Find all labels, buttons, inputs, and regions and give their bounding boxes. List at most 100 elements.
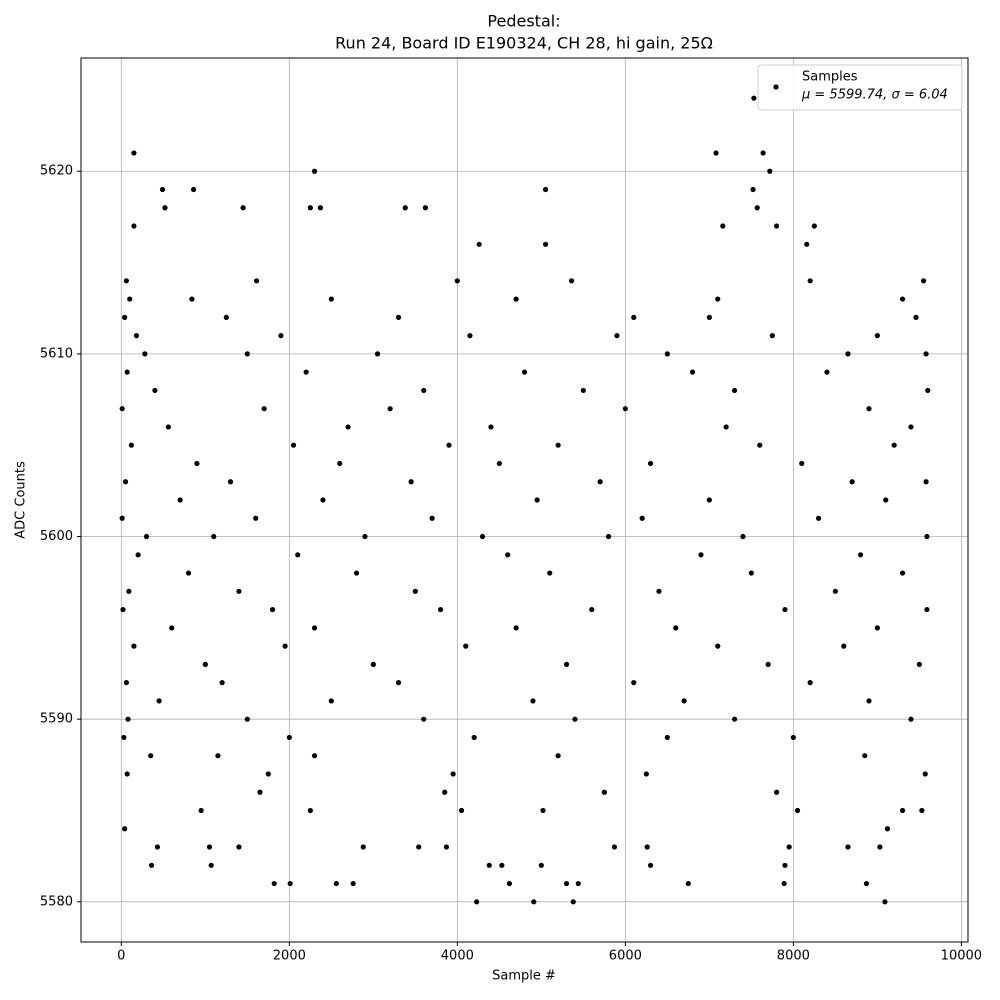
y-tick-label: 5590 — [40, 712, 73, 727]
data-point — [760, 150, 766, 156]
data-point — [127, 296, 133, 302]
data-point — [194, 460, 200, 467]
data-point — [547, 570, 553, 576]
data-point — [442, 789, 448, 795]
data-point — [824, 369, 830, 375]
data-point — [877, 844, 883, 850]
data-point — [790, 734, 796, 741]
plot-frame — [80, 57, 969, 943]
data-point — [597, 479, 603, 485]
data-point — [458, 807, 465, 814]
data-point — [706, 314, 712, 320]
x-tick-label: 0 — [117, 949, 125, 964]
data-point — [685, 880, 691, 887]
data-point — [121, 734, 127, 741]
data-point — [387, 406, 393, 412]
legend-box — [757, 64, 963, 111]
data-point — [311, 168, 318, 174]
data-point — [580, 387, 586, 394]
data-point — [899, 807, 906, 814]
data-point — [673, 625, 679, 631]
data-point — [131, 643, 137, 649]
data-point — [488, 424, 494, 430]
data-point — [421, 387, 427, 394]
data-point — [863, 880, 870, 887]
data-point — [866, 406, 872, 412]
data-point — [664, 351, 670, 357]
data-point — [159, 186, 166, 193]
data-point — [681, 698, 687, 704]
data-point — [360, 844, 366, 850]
data-point — [345, 424, 351, 430]
data-point — [333, 880, 339, 887]
data-point — [311, 625, 318, 631]
data-point — [925, 387, 931, 394]
data-point — [148, 862, 155, 868]
data-point — [148, 753, 154, 759]
data-point — [190, 186, 197, 193]
data-point — [429, 515, 435, 521]
data-point — [227, 479, 234, 485]
data-point — [240, 205, 246, 211]
data-point — [290, 442, 297, 448]
data-point — [286, 734, 292, 741]
y-tick-label: 5620 — [40, 164, 73, 179]
data-point — [644, 844, 650, 850]
data-point — [706, 497, 712, 503]
data-point — [219, 680, 225, 686]
data-point — [165, 424, 171, 430]
data-point — [740, 533, 746, 540]
data-point — [899, 296, 906, 302]
data-point — [278, 333, 284, 339]
data-point — [123, 680, 129, 686]
data-point — [720, 223, 726, 229]
data-point — [882, 899, 888, 905]
data-point — [350, 880, 356, 887]
data-point — [689, 369, 696, 375]
data-point — [923, 479, 929, 485]
data-point — [656, 588, 662, 594]
data-point — [128, 442, 135, 448]
data-point — [731, 716, 738, 722]
data-point — [446, 442, 452, 448]
data-point — [531, 899, 537, 905]
data-point — [899, 570, 906, 576]
data-point — [177, 497, 183, 503]
data-point — [874, 333, 880, 339]
data-point — [924, 606, 930, 613]
x-tick-label: 10000 — [941, 949, 982, 964]
y-tick-label: 5600 — [40, 529, 73, 544]
data-point — [362, 533, 368, 540]
data-point — [295, 552, 301, 558]
data-point — [443, 844, 450, 850]
data-point — [913, 314, 919, 320]
data-point — [265, 771, 271, 777]
data-point — [317, 205, 324, 211]
data-point — [206, 844, 213, 850]
data-point — [307, 205, 313, 211]
data-point — [215, 753, 221, 759]
data-point — [269, 606, 276, 613]
data-point — [303, 369, 309, 375]
data-point — [236, 844, 242, 850]
data-point — [773, 223, 780, 229]
data-point — [119, 406, 125, 412]
data-point — [496, 460, 502, 467]
data-point — [513, 625, 519, 631]
x-tick-label: 4000 — [441, 949, 474, 964]
data-point — [450, 771, 456, 777]
data-point — [866, 698, 872, 704]
data-point — [857, 552, 864, 558]
data-point — [402, 205, 408, 211]
data-point — [374, 351, 381, 357]
data-point — [845, 844, 851, 850]
data-point — [781, 880, 787, 887]
data-point — [811, 223, 817, 229]
data-point — [568, 278, 575, 284]
data-point — [328, 296, 334, 302]
data-point — [804, 241, 810, 247]
data-point — [754, 205, 760, 211]
data-point — [643, 771, 649, 777]
data-point — [152, 387, 158, 394]
